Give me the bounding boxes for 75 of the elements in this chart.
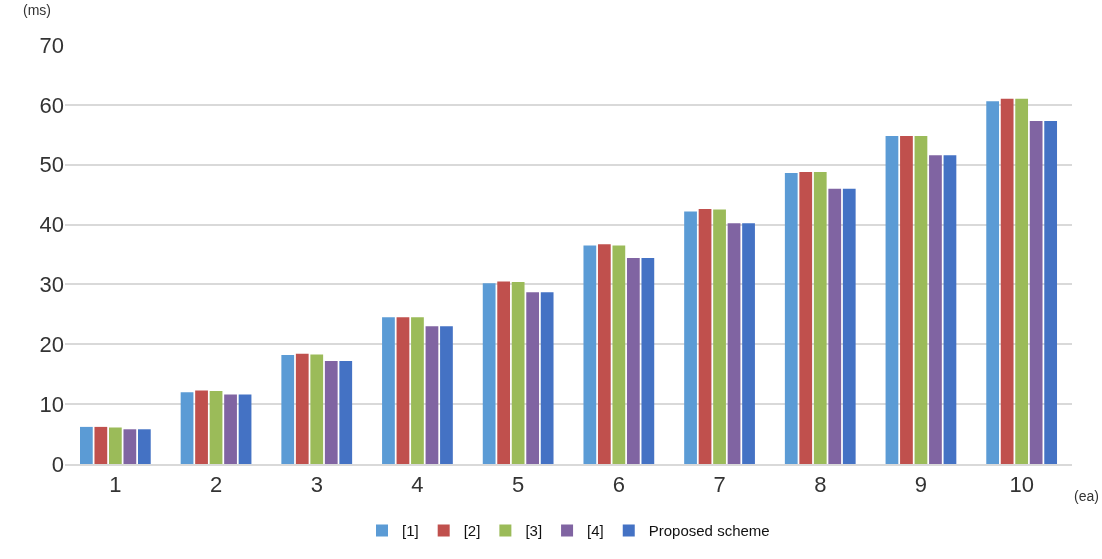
bar: [79, 426, 93, 464]
y-tick-label: 50: [39, 152, 64, 178]
x-tick-label: 6: [612, 472, 625, 498]
bar: [123, 429, 137, 464]
bar: [713, 209, 726, 464]
bar: [137, 429, 151, 464]
bar: [209, 390, 223, 464]
x-tick-label: 8: [814, 472, 827, 498]
y-tick-label: 0: [51, 451, 64, 477]
bar: [540, 292, 554, 464]
bar: [238, 394, 252, 464]
bar: [482, 283, 496, 464]
legend-label: [4]: [587, 522, 604, 540]
x-tick-label: 7: [713, 472, 726, 498]
bar: [828, 188, 842, 464]
bar: [526, 292, 540, 464]
y-tick-label: 30: [39, 272, 64, 298]
y-tick-label: 20: [39, 331, 64, 357]
x-tick-label: 4: [411, 472, 424, 498]
bar: [310, 354, 324, 464]
bar: [425, 326, 439, 464]
bar: [511, 282, 525, 464]
bar: [396, 317, 410, 464]
bar: [742, 223, 755, 464]
bar: [900, 135, 913, 464]
bar: [813, 171, 827, 464]
x-tick-label: 9: [914, 472, 928, 498]
bar: [943, 155, 957, 464]
bar: [281, 355, 295, 464]
bar: [1029, 121, 1043, 464]
y-axis-title: (ms): [23, 2, 51, 18]
bar: [597, 244, 611, 464]
bar: [382, 317, 395, 464]
bar: [195, 390, 208, 464]
bar: [784, 173, 798, 464]
bar: [1015, 98, 1029, 464]
bar: [684, 211, 697, 464]
bar: [727, 223, 741, 464]
bar: [440, 326, 453, 464]
bar: [799, 171, 813, 464]
x-tick-label: 3: [310, 472, 323, 498]
x-tick-label: 1: [109, 472, 122, 498]
bar: [842, 188, 856, 464]
x-tick-label: 5: [512, 472, 525, 498]
bar: [885, 135, 899, 464]
x-tick-label: 10: [1009, 472, 1034, 498]
x-axis-title: (ea): [1074, 488, 1099, 504]
legend-label: [2]: [463, 522, 481, 540]
bar: [914, 135, 928, 464]
bar: [1000, 98, 1014, 464]
legend-label: [1]: [402, 522, 419, 540]
bar: [1044, 121, 1058, 464]
bar: [339, 361, 353, 464]
y-tick-label: 60: [39, 92, 64, 118]
bar: [224, 394, 237, 464]
legend-label: Proposed scheme: [648, 522, 770, 540]
bar: [411, 317, 424, 464]
x-tick-label: 2: [209, 472, 223, 498]
bar: [180, 392, 194, 464]
y-tick-label: 70: [39, 32, 64, 58]
bar: [612, 245, 626, 464]
bar: [986, 101, 1000, 464]
bar: [324, 361, 338, 464]
bar: [641, 258, 655, 464]
y-tick-label: 40: [39, 212, 64, 238]
bar: [698, 209, 712, 464]
bar: [583, 245, 597, 464]
y-tick-label: 10: [39, 391, 64, 417]
bar: [108, 427, 122, 464]
bar: [497, 281, 511, 464]
bar: [295, 353, 309, 464]
bar: [929, 155, 942, 464]
bar: [94, 426, 108, 464]
bar: [626, 258, 640, 464]
legend-label: [3]: [525, 522, 543, 540]
